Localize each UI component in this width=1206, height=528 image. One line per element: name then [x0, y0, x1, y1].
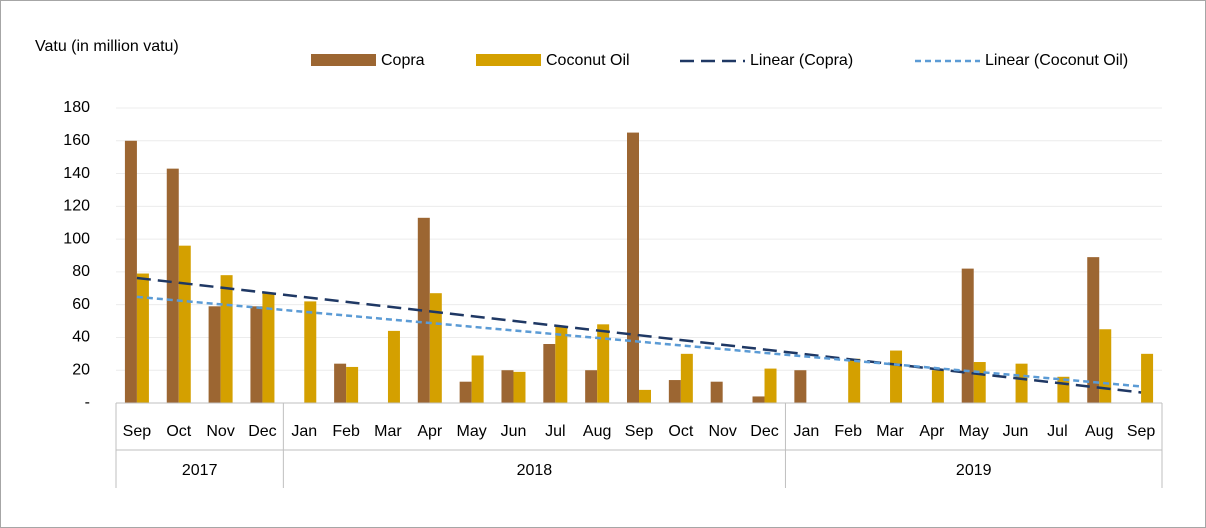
bar	[627, 132, 639, 404]
x-tick-label: Jan	[291, 423, 317, 440]
x-tick-label: Dec	[248, 423, 276, 440]
bar	[220, 275, 233, 403]
bar	[346, 366, 359, 403]
bar	[304, 301, 317, 403]
y-tick-label: 40	[72, 329, 90, 346]
legend-swatch	[476, 54, 541, 66]
y-tick-label: 20	[72, 361, 90, 378]
legend-swatch	[311, 54, 376, 66]
x-tick-label: Nov	[206, 423, 234, 440]
bar	[136, 273, 149, 403]
x-tick-label: Sep	[1127, 423, 1156, 440]
bar	[680, 353, 693, 403]
bar	[597, 324, 610, 403]
bar	[585, 370, 598, 403]
x-tick-label: Jul	[1047, 423, 1067, 440]
bar	[890, 350, 903, 403]
x-tick-label: Sep	[123, 423, 152, 440]
bar	[931, 370, 944, 403]
bar	[334, 363, 347, 403]
x-tick-label: Aug	[1085, 423, 1113, 440]
y-tick-label: 180	[63, 99, 90, 116]
bar	[166, 168, 179, 403]
bar	[848, 358, 861, 403]
y-axis-label: Vatu (in million vatu)	[35, 38, 179, 55]
bar	[250, 306, 263, 403]
x-tick-label: Apr	[417, 423, 443, 440]
x-tick-label: Jun	[501, 423, 527, 440]
bar	[124, 140, 137, 403]
bar	[555, 325, 568, 403]
bar	[262, 293, 275, 403]
x-tick-label: Oct	[668, 423, 693, 440]
x-tick-label: Jan	[793, 423, 819, 440]
x-tick-label: Jul	[545, 423, 565, 440]
y-tick-label: 100	[63, 230, 90, 247]
group-label: 2017	[182, 462, 218, 479]
bar	[429, 293, 442, 403]
bar	[513, 371, 526, 403]
bar	[764, 368, 777, 403]
bar	[471, 355, 484, 403]
y-tick-label: 160	[63, 132, 90, 149]
x-tick-label: Jun	[1003, 423, 1029, 440]
x-tick-label: Feb	[332, 423, 360, 440]
bar	[668, 380, 681, 403]
y-tick-label: 140	[63, 165, 90, 182]
x-tick-label: Aug	[583, 423, 611, 440]
group-label: 2019	[956, 462, 992, 479]
y-tick-label: 120	[63, 198, 90, 215]
x-tick-label: Feb	[834, 423, 862, 440]
bar	[459, 381, 472, 403]
x-tick-label: Sep	[625, 423, 654, 440]
bar	[178, 245, 191, 403]
bar	[208, 306, 221, 403]
bar	[794, 370, 807, 403]
y-tick-label: 80	[72, 263, 90, 280]
legend-label: Coconut Oil	[546, 52, 630, 69]
bar	[961, 268, 974, 403]
bar	[501, 370, 514, 403]
x-tick-label: Mar	[374, 423, 402, 440]
legend-label: Linear (Copra)	[750, 52, 853, 69]
x-tick-label: May	[457, 423, 487, 440]
trendline	[136, 276, 1142, 394]
legend-label: Linear (Coconut Oil)	[985, 52, 1128, 69]
bar	[1087, 257, 1100, 403]
bar	[1015, 363, 1028, 403]
bar	[973, 362, 986, 403]
y-tick-label: 60	[72, 296, 90, 313]
x-tick-label: Mar	[876, 423, 904, 440]
x-tick-label: May	[959, 423, 989, 440]
x-tick-label: Nov	[708, 423, 736, 440]
x-tick-label: Dec	[750, 423, 778, 440]
bar	[543, 344, 556, 403]
x-tick-label: Apr	[919, 423, 945, 440]
bar	[1099, 329, 1112, 403]
bar	[417, 217, 430, 403]
group-label: 2018	[517, 462, 553, 479]
x-tick-label: Oct	[166, 423, 191, 440]
trendline	[136, 295, 1142, 388]
bar	[639, 389, 651, 403]
bar	[710, 381, 723, 403]
bar	[1141, 353, 1154, 403]
legend-label: Copra	[381, 52, 425, 69]
y-tick-label: -	[85, 394, 90, 411]
bar	[387, 330, 400, 403]
bar	[752, 396, 765, 403]
